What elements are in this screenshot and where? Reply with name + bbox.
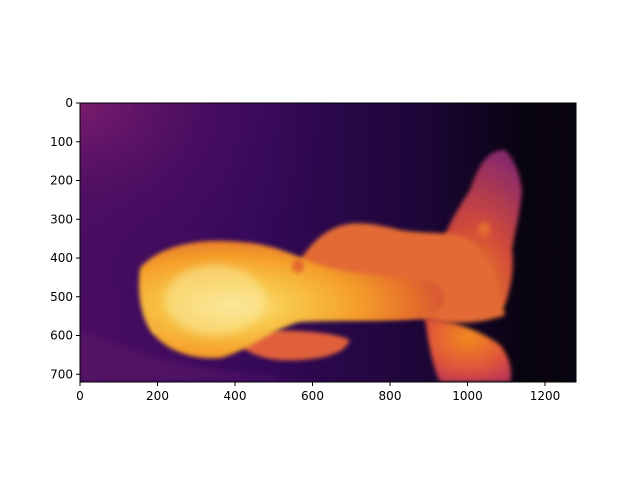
y-tick-label: 300 — [50, 212, 73, 226]
x-tick-label: 0 — [76, 389, 84, 403]
x-axis: 0 200 400 600 800 1000 1200 — [76, 382, 560, 403]
x-tick-label: 1200 — [530, 389, 561, 403]
x-tick-label: 200 — [146, 389, 169, 403]
y-tick-label: 600 — [50, 329, 73, 343]
heatmap-image — [80, 103, 576, 382]
y-tick-label: 0 — [65, 96, 73, 110]
y-tick-label: 500 — [50, 290, 73, 304]
heatmap-tail-region — [425, 318, 511, 382]
heatmap-hotspot — [165, 265, 265, 335]
x-tick-label: 800 — [379, 389, 402, 403]
x-tick-label: 600 — [301, 389, 324, 403]
y-tick-label: 700 — [50, 367, 73, 381]
plot-frame — [79, 102, 577, 383]
heatmap-small-spot-left — [292, 259, 304, 273]
heatmap-small-spot-bottom — [152, 321, 162, 333]
y-tick-label: 100 — [50, 135, 73, 149]
heatmap-lower-purple — [80, 330, 340, 382]
x-tick-label: 400 — [224, 389, 247, 403]
y-tick-label: 200 — [50, 174, 73, 188]
y-tick-label: 400 — [50, 251, 73, 265]
heatmap-lower-band — [240, 330, 350, 361]
heatmap-small-spot-right — [478, 222, 490, 236]
y-axis: 0 100 200 300 400 500 600 700 — [50, 96, 80, 381]
x-tick-label: 1000 — [452, 389, 483, 403]
